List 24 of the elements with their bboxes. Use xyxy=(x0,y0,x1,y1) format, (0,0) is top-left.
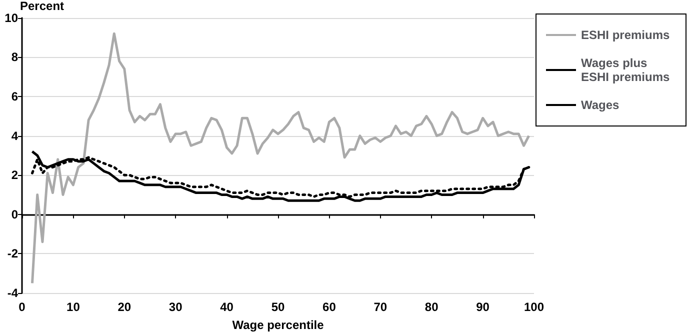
x-tick-label: 40 xyxy=(220,300,234,314)
x-tick-label: 80 xyxy=(424,300,439,314)
y-tick-label: 4 xyxy=(11,128,18,143)
y-tick-label: 2 xyxy=(11,168,18,182)
x-tick-label: 90 xyxy=(476,300,490,314)
x-tick-label: 50 xyxy=(271,300,285,314)
legend-label: ESHI premiums xyxy=(581,28,670,42)
y-tick-label: 6 xyxy=(11,90,18,104)
x-tick-label: 30 xyxy=(168,300,183,314)
y-tick-label: 10 xyxy=(4,10,18,25)
legend-label: Wages xyxy=(581,98,620,112)
line-series xyxy=(30,32,530,284)
x-tick-label: 100 xyxy=(524,300,544,314)
y-tick-label: 0 xyxy=(11,207,18,222)
y-tick-label: -4 xyxy=(7,286,18,300)
y-tick-label: -2 xyxy=(7,246,18,261)
x-axis-title: Wage percentile xyxy=(232,318,324,332)
y-axis-title: Percent xyxy=(20,0,64,13)
legend-label: Wages plus ESHI premiums xyxy=(581,56,670,84)
y-tick-label: 8 xyxy=(11,50,18,64)
x-tick-label: 60 xyxy=(322,300,336,314)
x-tick-label: 10 xyxy=(66,300,80,314)
x-tick-label: 70 xyxy=(374,300,388,314)
x-tick-label: 20 xyxy=(118,300,132,314)
